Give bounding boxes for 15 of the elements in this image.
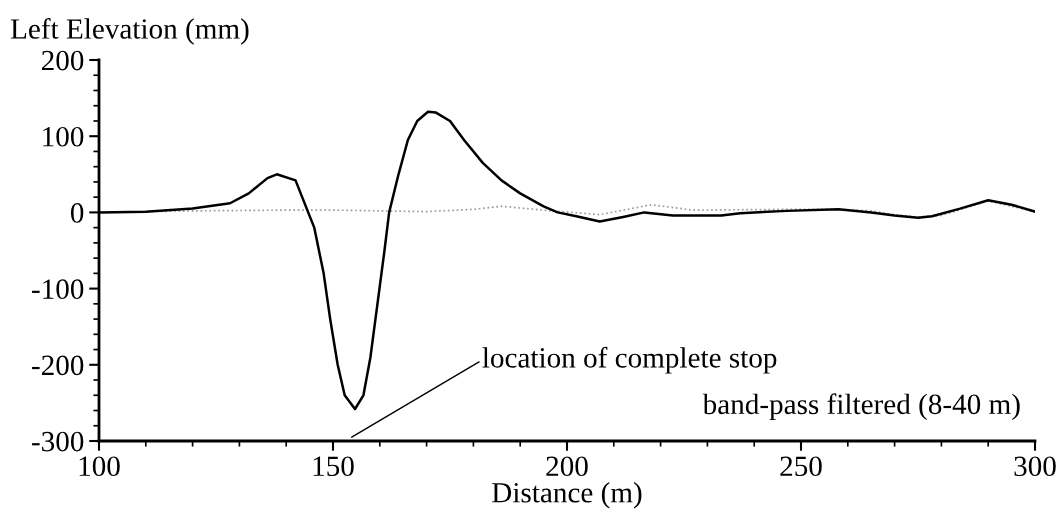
x-tick-label: 250 — [780, 456, 822, 477]
annotation: band-pass filtered (8-40 m) — [702, 393, 1020, 421]
x-tick-label: 200 — [546, 456, 588, 477]
annotation: location of complete stop — [482, 346, 777, 374]
y-tick-label: -100 — [32, 279, 84, 300]
y-tick-label: 200 — [41, 50, 84, 71]
y-tick-label: 100 — [43, 126, 84, 147]
y-axis-title: Left Elevation (mm) — [10, 18, 249, 45]
y-tick-label: -300 — [32, 431, 84, 452]
x-tick-label: 100 — [79, 456, 120, 477]
x-tick-label: 300 — [1014, 456, 1056, 477]
x-tick-label: 150 — [313, 456, 354, 477]
x-axis-title: Distance (m) — [492, 482, 642, 509]
y-tick-label: 0 — [70, 203, 84, 223]
y-tick-label: -200 — [32, 355, 84, 376]
